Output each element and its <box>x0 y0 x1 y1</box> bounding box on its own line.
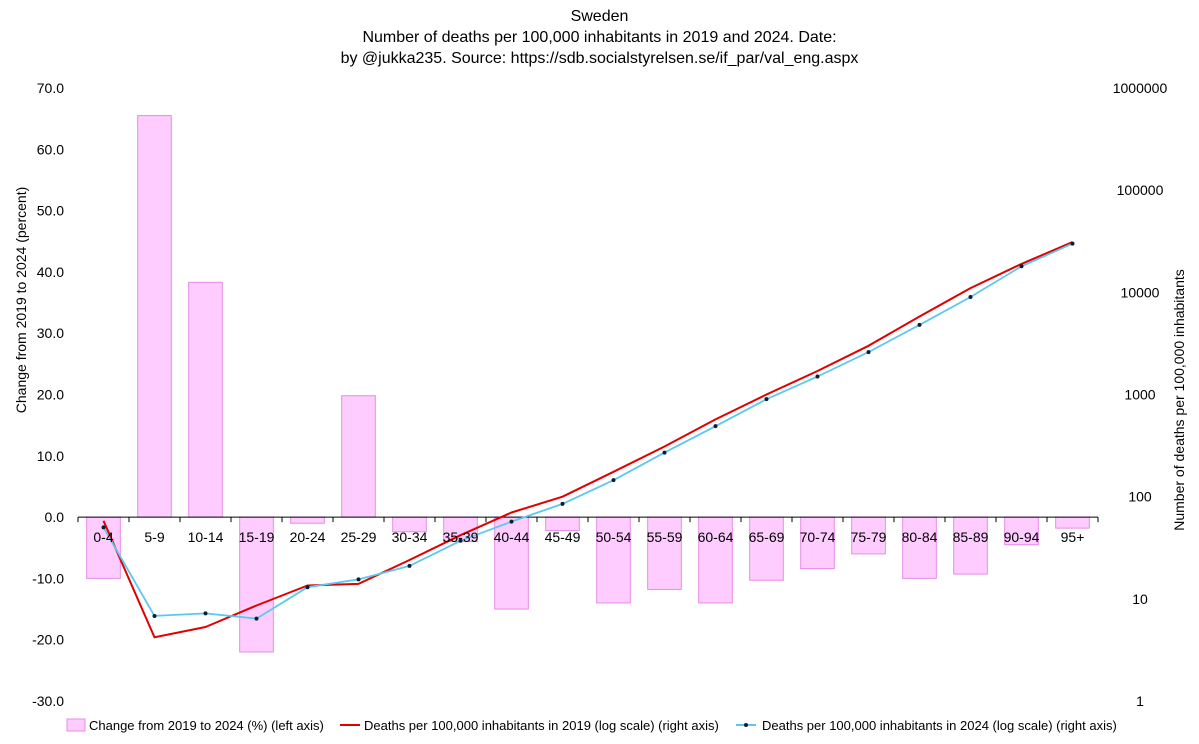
line-2019 <box>102 241 1073 639</box>
legend: Change from 2019 to 2024 (%) (left axis)… <box>66 718 1117 733</box>
category-label-95+: 95+ <box>1061 529 1085 545</box>
legend-item-2024: Deaths per 100,000 inhabitants in 2024 (… <box>736 718 1117 733</box>
bar-25-29 <box>341 395 376 518</box>
point-2024-0-4 <box>101 525 106 530</box>
right-axis-title: Number of deaths per 100,000 inhabitants <box>1171 269 1187 531</box>
point-2024-90-94 <box>1019 264 1024 269</box>
right-tick-label: 1 <box>1136 693 1144 709</box>
left-tick-label: -30.0 <box>32 693 64 709</box>
category-label-65-69: 65-69 <box>749 529 785 545</box>
legend-label-2019: Deaths per 100,000 inhabitants in 2019 (… <box>364 718 719 733</box>
left-tick-label: 50.0 <box>37 203 64 219</box>
category-label-50-54: 50-54 <box>596 529 632 545</box>
bar-10-14 <box>188 281 223 518</box>
point-2024-95+ <box>1070 241 1075 246</box>
category-label-80-84: 80-84 <box>902 529 938 545</box>
bar-95+ <box>1055 516 1090 529</box>
left-tick-label: 20.0 <box>37 387 64 403</box>
point-2024-45-49 <box>560 501 565 506</box>
category-label-45-49: 45-49 <box>545 529 581 545</box>
category-label-10-14: 10-14 <box>188 529 224 545</box>
chart-subtitle-line-1: Number of deaths per 100,000 inhabitants… <box>362 29 837 46</box>
left-tick-label: 30.0 <box>37 325 64 341</box>
left-tick-label: 40.0 <box>37 264 64 280</box>
point-2024-15-19 <box>254 616 259 621</box>
line-2024 <box>102 242 1073 620</box>
chart-subtitle-line-2: by @jukka235. Source: https://sdb.social… <box>340 50 859 67</box>
bar-50-54 <box>596 516 631 604</box>
point-2024-10-14 <box>203 611 208 616</box>
right-tick-label: 1000000 <box>1113 80 1168 96</box>
right-tick-label: 10 <box>1132 591 1148 607</box>
category-label-15-19: 15-19 <box>239 529 275 545</box>
category-label-0-4: 0-4 <box>93 529 113 545</box>
bar-85-89 <box>953 516 988 575</box>
category-label-90-94: 90-94 <box>1004 529 1040 545</box>
point-2024-30-34 <box>407 563 412 568</box>
point-2024-5-9 <box>152 613 157 618</box>
legend-label-2024: Deaths per 100,000 inhabitants in 2024 (… <box>762 718 1117 733</box>
line-series-group <box>101 241 1075 639</box>
legend-label-bars: Change from 2019 to 2024 (%) (left axis) <box>89 718 324 733</box>
point-2024-75-79 <box>866 350 871 355</box>
left-tick-label: 0.0 <box>45 509 65 525</box>
point-2024-85-89 <box>968 295 973 300</box>
category-label-30-34: 30-34 <box>392 529 428 545</box>
left-tick-label: -20.0 <box>32 632 64 648</box>
right-tick-label: 100 <box>1128 489 1152 505</box>
point-2024-65-69 <box>764 397 769 402</box>
point-2024-55-59 <box>662 450 667 455</box>
category-label-60-64: 60-64 <box>698 529 734 545</box>
category-labels: 0-4 5-9 10-14 15-19 20-24 25-29 30-34 35-39 40-4… <box>93 529 1084 545</box>
point-2024-20-24 <box>305 585 310 590</box>
point-2024-50-54 <box>611 478 616 483</box>
zero-axis-group <box>77 516 1099 523</box>
category-label-35-39: 35-39 <box>443 529 479 545</box>
right-axis-ticks: 1 10 100 1000 10000 100000 1000000 <box>1113 80 1168 709</box>
chart-title: Sweden <box>570 8 629 25</box>
left-tick-label: -10.0 <box>32 570 64 586</box>
category-label-55-59: 55-59 <box>647 529 683 545</box>
point-2024-80-84 <box>917 322 922 327</box>
bar-5-9 <box>137 115 172 518</box>
point-2024-35-39 <box>458 538 463 543</box>
legend-item-2019: Deaths per 100,000 inhabitants in 2019 (… <box>340 718 719 733</box>
point-2024-60-64 <box>713 424 718 429</box>
bar-series-group <box>86 115 1090 653</box>
left-tick-label: 60.0 <box>37 141 64 157</box>
bar-15-19 <box>239 516 274 653</box>
point-2024-40-44 <box>509 519 514 524</box>
right-tick-label: 1000 <box>1124 387 1155 403</box>
right-tick-label: 10000 <box>1121 284 1160 300</box>
legend-marker-2024 <box>744 723 748 727</box>
category-label-25-29: 25-29 <box>341 529 377 545</box>
bar-80-84 <box>902 516 937 579</box>
bar-55-59 <box>647 516 682 590</box>
bar-20-24 <box>290 516 325 524</box>
category-label-5-9: 5-9 <box>144 529 164 545</box>
right-tick-label: 100000 <box>1117 182 1164 198</box>
point-2024-25-29 <box>356 577 361 582</box>
left-tick-label: 70.0 <box>37 80 64 96</box>
left-axis-ticks: -30.0 -20.0 -10.0 0.0 10.0 20.0 30.0 40.0 50.0 60… <box>32 80 64 709</box>
category-label-70-74: 70-74 <box>800 529 836 545</box>
category-label-75-79: 75-79 <box>851 529 887 545</box>
legend-swatch-bars <box>66 718 86 732</box>
bar-65-69 <box>749 516 784 581</box>
chart-title-block: Sweden Number of deaths per 100,000 inha… <box>0 6 1199 69</box>
legend-item-bars: Change from 2019 to 2024 (%) (left axis) <box>66 718 324 733</box>
left-tick-label: 10.0 <box>37 448 64 464</box>
point-2024-70-74 <box>815 374 820 379</box>
category-label-20-24: 20-24 <box>290 529 326 545</box>
category-label-85-89: 85-89 <box>953 529 989 545</box>
category-label-40-44: 40-44 <box>494 529 530 545</box>
left-axis-title: Change from 2019 to 2024 (percent) <box>13 187 29 413</box>
